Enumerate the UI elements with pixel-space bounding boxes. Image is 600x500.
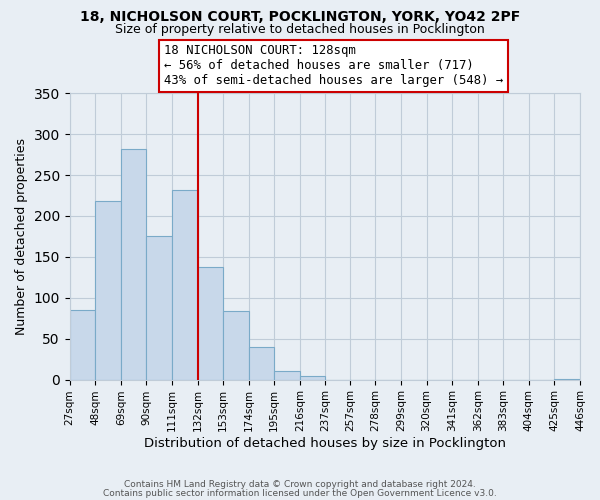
Bar [249, 347, 274, 380]
Y-axis label: Number of detached properties: Number of detached properties [15, 138, 28, 335]
X-axis label: Distribution of detached houses by size in Pocklington: Distribution of detached houses by size … [144, 437, 506, 450]
Text: Size of property relative to detached houses in Pocklington: Size of property relative to detached ho… [115, 22, 485, 36]
Bar [172, 190, 197, 380]
Bar [223, 311, 249, 380]
Bar [146, 236, 172, 380]
Text: 18, NICHOLSON COURT, POCKLINGTON, YORK, YO42 2PF: 18, NICHOLSON COURT, POCKLINGTON, YORK, … [80, 10, 520, 24]
Bar [554, 379, 580, 380]
Bar [121, 149, 146, 380]
Text: Contains public sector information licensed under the Open Government Licence v3: Contains public sector information licen… [103, 489, 497, 498]
Bar [274, 370, 300, 380]
Text: Contains HM Land Registry data © Crown copyright and database right 2024.: Contains HM Land Registry data © Crown c… [124, 480, 476, 489]
Bar [70, 310, 95, 380]
Bar [300, 376, 325, 380]
Text: 18 NICHOLSON COURT: 128sqm
← 56% of detached houses are smaller (717)
43% of sem: 18 NICHOLSON COURT: 128sqm ← 56% of deta… [164, 44, 503, 88]
Bar [95, 201, 121, 380]
Bar [197, 266, 223, 380]
